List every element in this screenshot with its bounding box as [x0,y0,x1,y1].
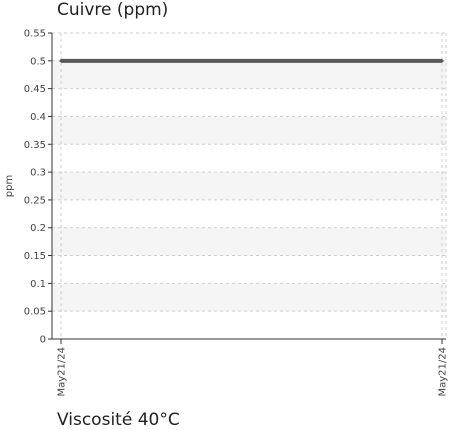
data-point [59,59,63,63]
x-axis: May21/24 May21/24 [52,338,449,397]
y-tick-label: 0.45 [24,84,46,95]
chart-series [59,58,444,63]
y-tick-label: 0.15 [24,251,46,262]
grid-band [52,172,446,200]
chart-svg: 0 0.05 0.1 0.15 0.2 0.25 0.3 0.35 0.4 0.45 0.5 0.55… [4,29,449,397]
grid-band [52,283,446,312]
y-tick-label: 0.4 [30,112,46,123]
y-axis-label: ppm [4,175,15,197]
y-tick-label: 0.55 [24,29,46,40]
chart-bands [52,60,446,312]
grid-band [52,116,446,145]
data-point [440,59,444,63]
x-tick-label: May21/24 [438,347,449,397]
grid-band [52,60,446,89]
y-tick-label: 0.5 [30,56,46,67]
chart-grid [52,32,447,339]
next-chart-title: Viscosité 40°C [57,410,180,430]
y-tick-label: 0.25 [24,195,46,206]
y-tick-label: 0.05 [24,307,46,318]
y-axis: 0 0.05 0.1 0.15 0.2 0.25 0.3 0.35 0.4 0.45 0.5 0.55 [24,29,53,346]
grid-band [52,227,446,256]
chart-title: Cuivre (ppm) [57,0,169,20]
y-tick-label: 0.1 [30,279,46,290]
y-tick-label: 0 [40,335,46,346]
x-tick-label: May21/24 [57,347,68,397]
y-tick-label: 0.35 [24,140,46,151]
y-tick-label: 0.2 [30,223,46,234]
y-tick-label: 0.3 [30,168,46,179]
